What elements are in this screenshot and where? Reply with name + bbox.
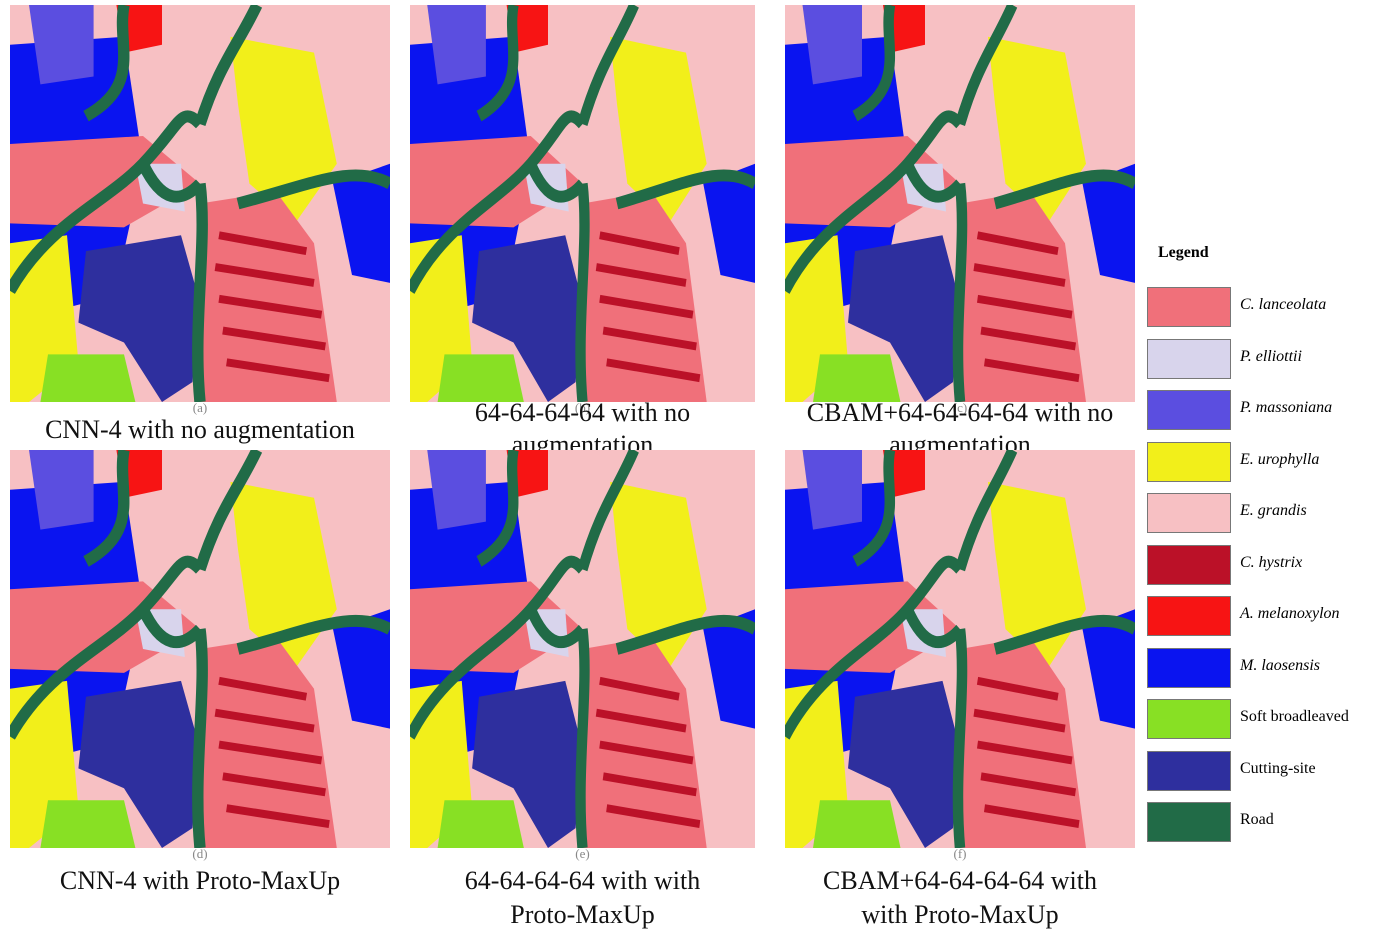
legend-label: Soft broadleaved [1240, 708, 1349, 725]
legend-label: A. melanoxylon [1240, 605, 1340, 622]
panel-caption: CNN-4 with Proto-MaxUp [59, 866, 341, 895]
legend-swatch [1147, 750, 1231, 791]
classification-map [10, 450, 390, 848]
panel-sublabel: (a) [192, 400, 208, 415]
panel-sublabel: (f) [953, 846, 967, 861]
legend-label: C. hystrix [1240, 553, 1303, 571]
legend-swatch [1147, 390, 1231, 430]
panel-caption: CNN-4 with no augmentation [45, 415, 355, 444]
panel-caption: 64-64-64-64 with with [464, 866, 701, 895]
legend-label: C. lanceolata [1240, 296, 1327, 313]
legend-label: P. massoniana [1240, 399, 1333, 416]
legend-title: Legend [1158, 244, 1209, 261]
legend-swatch [1147, 441, 1231, 482]
panel-caption: CBAM+64-64-64-64 with [823, 866, 1097, 895]
classification-map [785, 450, 1135, 848]
legend-label: P. elliottii [1240, 347, 1302, 365]
legend-swatch [1147, 699, 1231, 739]
panel-sublabel: (e) [575, 846, 590, 861]
panel-caption: Proto-MaxUp [510, 900, 655, 929]
classification-map [410, 5, 755, 402]
panel-sublabel: (b) [574, 400, 591, 415]
panel-caption: CBAM+64-64-64-64 with no [806, 398, 1114, 427]
legend-swatch [1147, 544, 1231, 585]
legend-label: E. grandis [1240, 502, 1307, 519]
legend-swatch [1147, 596, 1231, 636]
legend-swatch [1147, 338, 1231, 379]
panel-sublabel: (c) [952, 400, 968, 415]
legend-label: Cutting-site [1240, 759, 1316, 777]
classification-map [10, 5, 390, 402]
legend-label: Road [1240, 811, 1274, 828]
classification-map [785, 5, 1135, 402]
panel-sublabel: (d) [192, 846, 208, 861]
legend-swatch [1147, 802, 1231, 842]
legend-swatch [1147, 647, 1231, 688]
classification-map [410, 450, 755, 848]
panel-caption: with Proto-MaxUp [861, 900, 1059, 929]
legend-swatch [1147, 287, 1231, 327]
legend-swatch [1147, 493, 1231, 533]
panel-caption: 64-64-64-64 with no [474, 398, 691, 427]
legend-label: E. urophylla [1240, 450, 1320, 468]
legend-label: M. laosensis [1240, 656, 1320, 674]
